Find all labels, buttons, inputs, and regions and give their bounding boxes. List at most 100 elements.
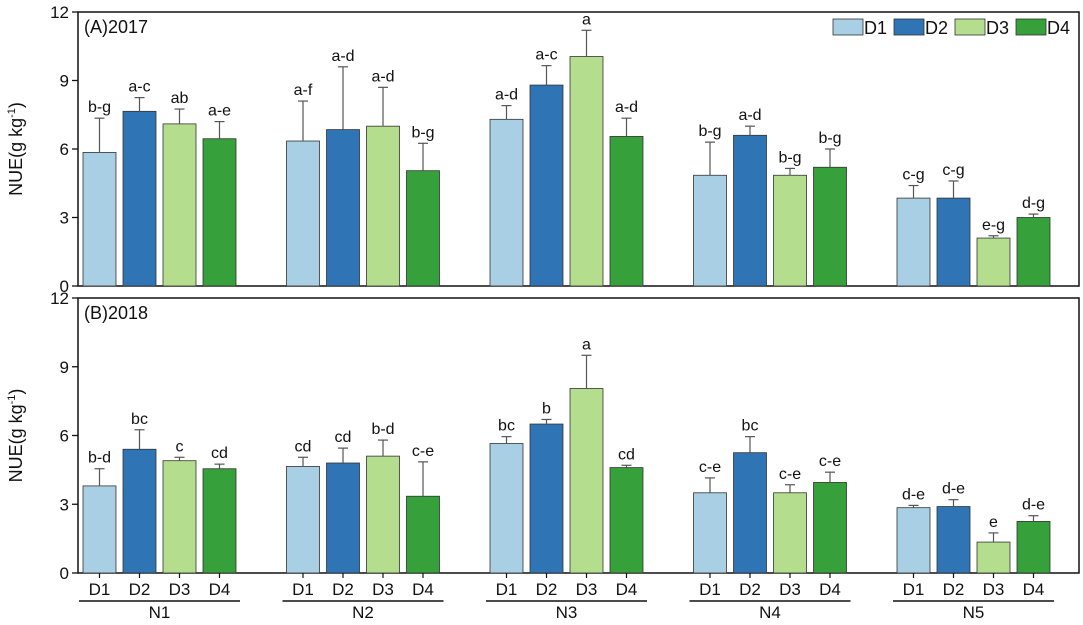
x-category-label: D2 (332, 580, 354, 599)
y-tick-label: 6 (60, 140, 69, 159)
significance-letter: c-e (819, 453, 841, 470)
significance-letter: b-d (371, 421, 394, 438)
group-label-n4: N4 (759, 603, 781, 622)
x-category-label: D1 (903, 580, 925, 599)
y-axis-label: NUE(g kg-1) (6, 389, 26, 483)
x-category-label: D4 (819, 580, 841, 599)
bar-n4-d4 (813, 482, 847, 574)
significance-letter: c-e (412, 443, 434, 460)
bar-n1-d1 (82, 485, 117, 574)
significance-letter: b-g (88, 99, 111, 116)
bar-n1-d1 (82, 152, 117, 287)
x-category-label: D3 (983, 580, 1005, 599)
bar-n5-d3 (976, 237, 1011, 287)
bar-n4-d4 (813, 166, 847, 287)
bar-n1-d4 (202, 138, 237, 287)
significance-letter: b (542, 400, 551, 417)
bar-n1-d4 (202, 468, 237, 574)
group-label-n3: N3 (556, 603, 578, 622)
bar-n4-d3 (773, 492, 807, 574)
x-category-label: D4 (209, 580, 231, 599)
bar-n2-d3 (366, 455, 400, 574)
significance-letter: a-d (371, 68, 394, 85)
bar-n5-d1 (896, 507, 931, 574)
x-category-label: D1 (89, 580, 111, 599)
bar-n2-d2 (326, 462, 360, 574)
bar-n5-d2 (936, 197, 971, 287)
y-axis-label-sup: -1 (6, 395, 18, 405)
significance-letter: cd (295, 438, 312, 455)
bar-n3-d2 (529, 84, 564, 287)
x-category-label: D1 (496, 580, 518, 599)
y-tick-label: 3 (60, 495, 69, 514)
x-category-label: D2 (129, 580, 151, 599)
bar-n5-d2 (936, 506, 971, 574)
bar-n2-d4 (406, 170, 440, 287)
x-category-label: D3 (169, 580, 191, 599)
x-axis: D1 D2 D3 D4 N1 D1 D2 D3 D4 N2 D1 D2 D3 D4 N3 D1 D2 D3 D4 N4… (79, 573, 1054, 622)
y-tick-label: 0 (60, 277, 69, 296)
significance-letter: d-g (1022, 195, 1045, 212)
significance-letter: e (989, 514, 998, 531)
y-tick-label: 6 (60, 427, 69, 446)
bar-n2-d3 (366, 125, 400, 287)
x-category-label: D1 (699, 580, 721, 599)
significance-letter: b-d (88, 450, 111, 467)
significance-letter: a-f (294, 82, 313, 99)
significance-letter: ab (171, 90, 189, 107)
significance-letter: b-g (778, 149, 801, 166)
bar-n3-d3 (569, 388, 604, 574)
bar-n3-d3 (569, 56, 604, 287)
bar-n2-d1 (286, 140, 320, 287)
bar-n3-d4 (609, 467, 644, 574)
legend-swatch-d4 (1015, 18, 1047, 36)
significance-letter: cd (618, 446, 635, 463)
significance-letter: bc (498, 418, 515, 435)
significance-letter: a-d (738, 107, 761, 124)
x-category-label: D4 (1023, 580, 1045, 599)
y-tick-label: 0 (60, 564, 69, 583)
y-tick-label: 9 (60, 358, 69, 377)
panel-label: (A)2017 (84, 17, 148, 37)
group-label-n5: N5 (963, 603, 985, 622)
significance-letter: a (582, 11, 591, 28)
significance-letter: d-e (942, 481, 965, 498)
significance-letter: b-g (411, 124, 434, 141)
panel-label: (B)2018 (84, 303, 148, 323)
bar-n2-d2 (326, 129, 360, 287)
bar-n5-d3 (976, 541, 1011, 574)
significance-letter: c (176, 438, 184, 455)
bar-n4-d2 (733, 134, 767, 287)
x-category-label: D2 (536, 580, 558, 599)
significance-letter: a-d (495, 87, 518, 104)
significance-letter: a-d (331, 48, 354, 65)
significance-letter: bc (742, 418, 759, 435)
significance-letter: c-g (942, 162, 964, 179)
significance-letter: b-g (818, 130, 841, 147)
y-axis-label-sup: -1 (6, 108, 18, 118)
bar-n5-d4 (1016, 521, 1051, 574)
significance-letter: cd (211, 445, 228, 462)
x-category-label: D3 (576, 580, 598, 599)
legend-swatch-d1 (832, 18, 864, 36)
significance-letter: a-d (615, 99, 638, 116)
legend-swatch-d2 (893, 18, 925, 36)
significance-letter: c-g (902, 167, 924, 184)
bar-n1-d3 (162, 123, 197, 287)
y-axis-label-close: ) (6, 389, 26, 395)
x-category-label: D4 (412, 580, 434, 599)
legend: D1 D2 D3 D4 (832, 18, 1070, 38)
group-label-n1: N1 (149, 603, 171, 622)
significance-letter: a (582, 336, 591, 353)
significance-letter: bc (131, 411, 148, 428)
significance-letter: e-g (982, 217, 1005, 234)
bar-n1-d2 (122, 110, 157, 287)
legend-label-d4: D4 (1047, 18, 1070, 38)
legend-label-d3: D3 (986, 18, 1009, 38)
y-tick-label: 3 (60, 209, 69, 228)
significance-letter: d-e (902, 486, 925, 503)
y-tick-label: 12 (50, 3, 69, 22)
bar-n3-d2 (529, 423, 564, 574)
y-axis-label-close: ) (6, 102, 26, 108)
